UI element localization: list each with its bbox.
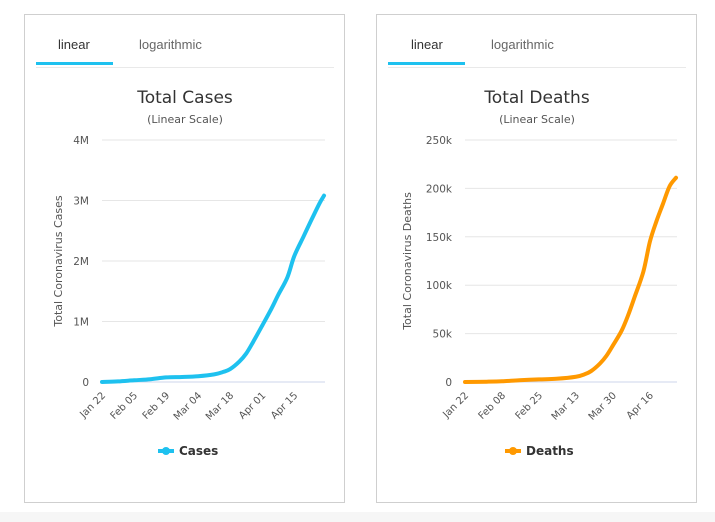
chart-subtitle: (Linear Scale): [499, 113, 575, 126]
active-tab-indicator: [388, 62, 465, 65]
y-axis-title: Total Coronavirus Deaths: [401, 192, 414, 331]
y-tick-label: 4M: [73, 135, 89, 147]
x-tick-label: Jan 22: [440, 390, 471, 421]
y-tick-label: 150k: [426, 232, 453, 244]
y-tick-label: 100k: [426, 280, 453, 292]
y-tick-label: 2M: [73, 256, 89, 268]
x-tick-label: Feb 05: [109, 390, 141, 422]
tab-logarithmic[interactable]: logarithmic: [139, 37, 202, 52]
x-tick-label: Apr 16: [625, 390, 656, 421]
y-tick-label: 3M: [73, 196, 89, 208]
y-tick-label: 1M: [73, 317, 89, 329]
legend-label: Deaths: [526, 444, 574, 458]
y-tick-label: 200k: [426, 183, 453, 195]
x-tick-label: Mar 13: [550, 390, 582, 422]
tab-linear[interactable]: linear: [58, 37, 90, 52]
active-tab-indicator: [36, 62, 113, 65]
x-tick-label: Feb 19: [141, 390, 173, 422]
chart-subtitle: (Linear Scale): [147, 113, 223, 126]
x-tick-label: Mar 30: [587, 390, 619, 422]
legend-marker: [162, 447, 170, 455]
chart-title: Total Deaths: [483, 88, 590, 108]
y-axis-title: Total Coronavirus Cases: [52, 195, 65, 328]
y-tick-label: 50k: [433, 329, 453, 341]
cases-chart: Total Cases (Linear Scale) 0 1M 2M 3M 4M Total …: [52, 88, 326, 458]
tab-logarithmic[interactable]: logarithmic: [491, 37, 554, 52]
legend-marker: [509, 447, 517, 455]
scale-tabs: linear logarithmic: [36, 29, 334, 68]
page-footer-band: [0, 512, 715, 522]
x-tick-label: Feb 08: [477, 390, 509, 422]
x-tick-label: Feb 25: [514, 390, 546, 422]
cases-chart-panel: linear logarithmic Total Cases (Linear Sc…: [24, 14, 345, 503]
series-line-deaths: [463, 175, 678, 384]
x-tick-label: Apr 01: [237, 390, 268, 421]
series-line-cases: [100, 193, 326, 384]
scale-tabs: linear logarithmic: [388, 29, 686, 68]
chart-title: Total Cases: [136, 88, 233, 108]
legend-label: Cases: [179, 444, 218, 458]
deaths-chart: Total Deaths (Linear Scale) 0 50k 100k 150k 20…: [401, 88, 678, 458]
x-tick-label: Jan 22: [77, 390, 108, 421]
tab-linear[interactable]: linear: [411, 37, 443, 52]
x-tick-label: Mar 04: [172, 390, 204, 422]
x-tick-label: Mar 18: [204, 390, 236, 422]
deaths-chart-panel: linear logarithmic Total Deaths (Linear S…: [376, 14, 697, 503]
x-tick-label: Apr 15: [269, 390, 300, 421]
y-tick-label: 0: [82, 377, 89, 389]
y-tick-label: 0: [445, 377, 452, 389]
y-tick-label: 250k: [426, 135, 453, 147]
